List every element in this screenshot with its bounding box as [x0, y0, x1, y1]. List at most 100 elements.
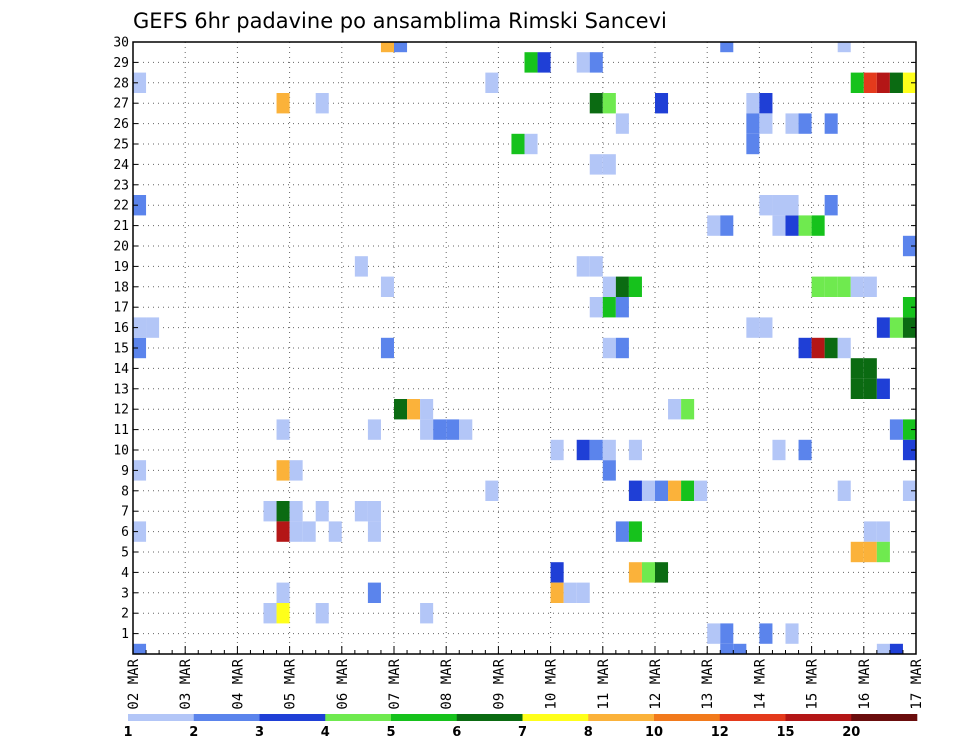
heatmap-cell [628, 521, 642, 542]
legend-label: 10 [645, 725, 663, 740]
heatmap-cell [798, 215, 812, 236]
y-tick-label: 20 [113, 240, 129, 255]
y-tick-label: 6 [121, 525, 129, 540]
heatmap-cell [380, 337, 394, 359]
heatmap-cell [263, 603, 277, 624]
y-tick-label: 25 [113, 138, 129, 153]
heatmap-cell [837, 42, 851, 53]
legend-swatch [654, 714, 721, 721]
heatmap-cell [772, 439, 786, 461]
heatmap-cell [902, 235, 916, 257]
x-tick-label: 13 MAR [700, 658, 716, 709]
heatmap-cell [602, 154, 616, 175]
legend-swatch [325, 714, 392, 721]
heatmap-cell [367, 582, 381, 603]
heatmap-cell [276, 419, 290, 440]
heatmap-cell [459, 419, 473, 440]
heatmap-cell [785, 113, 799, 134]
y-tick-label: 18 [113, 280, 129, 295]
heatmap-cell [863, 378, 877, 399]
heatmap-cell [785, 623, 799, 644]
heatmap-cell [576, 52, 590, 73]
heatmap-cell [380, 42, 394, 53]
heatmap-cell [133, 521, 147, 542]
y-tick-label: 27 [113, 97, 129, 112]
heatmap-cell [876, 521, 890, 542]
heatmap-cell [367, 419, 381, 440]
heatmap-cell [681, 480, 695, 501]
heatmap-cell [720, 623, 734, 644]
y-tick-label: 8 [121, 484, 129, 499]
legend-label: 6 [452, 725, 461, 740]
heatmap-cell [550, 582, 564, 603]
x-tick-label: 12 MAR [648, 658, 664, 709]
heatmap-cells [133, 42, 916, 654]
heatmap-cell [863, 358, 877, 379]
heatmap-cell [315, 93, 329, 114]
heatmap-cell [772, 215, 786, 236]
heatmap-cell [367, 521, 381, 542]
y-tick-label: 1 [121, 627, 129, 642]
heatmap-cell [589, 154, 603, 175]
heatmap-cell [133, 72, 147, 93]
heatmap-cell [407, 399, 421, 420]
heatmap-cell [420, 399, 434, 420]
heatmap-cell [367, 501, 381, 522]
x-tick-label: 08 MAR [439, 658, 455, 709]
legend-swatch [128, 714, 195, 721]
heatmap-cell [315, 603, 329, 624]
heatmap-cell [785, 215, 799, 236]
heatmap-cell [746, 133, 760, 155]
y-tick-label: 28 [113, 76, 129, 91]
heatmap-cell [641, 480, 655, 501]
heatmap-cell [589, 297, 603, 318]
heatmap-cell [394, 399, 408, 420]
legend-swatch [193, 714, 260, 721]
y-tick-label: 13 [113, 382, 129, 397]
legend-swatch [259, 714, 326, 721]
heatmap-cell [354, 256, 368, 277]
heatmap-cell [276, 521, 290, 542]
heatmap-cell [328, 521, 342, 542]
heatmap-cell [602, 337, 616, 359]
heatmap-cell [602, 297, 616, 318]
legend-swatch [785, 714, 852, 721]
heatmap-cell [668, 399, 682, 420]
y-tick-label: 9 [121, 464, 129, 479]
heatmap-cell [563, 582, 577, 603]
legend-swatch [588, 714, 655, 721]
heatmap-cell [837, 276, 851, 297]
heatmap-cell [655, 480, 669, 501]
y-tick-label: 10 [113, 444, 129, 459]
x-tick-label: 06 MAR [335, 658, 351, 709]
heatmap-cell [837, 480, 851, 501]
x-tick-label: 02 MAR [126, 658, 142, 709]
heatmap-cell [485, 480, 499, 501]
heatmap-cell [550, 439, 564, 461]
heatmap-cell [694, 480, 708, 501]
y-tick-label: 17 [113, 301, 129, 316]
x-tick-label: 04 MAR [230, 658, 246, 709]
heatmap-cell [824, 113, 838, 134]
heatmap-cell [289, 521, 303, 542]
heatmap-cell [354, 501, 368, 522]
heatmap-cell [589, 439, 603, 461]
x-tick-label: 11 MAR [596, 658, 612, 709]
heatmap-cell [902, 297, 916, 318]
heatmap-cell [133, 195, 147, 216]
heatmap-cell [759, 195, 773, 216]
heatmap-cell [876, 643, 890, 654]
heatmap-cell [276, 93, 290, 114]
x-tick-label: 10 MAR [544, 658, 560, 709]
heatmap-cell [811, 276, 825, 297]
heatmap-cell [302, 521, 316, 542]
heatmap-cell [602, 276, 616, 297]
heatmap-cell [811, 215, 825, 236]
legend-label: 5 [386, 725, 395, 740]
heatmap-cell [772, 195, 786, 216]
heatmap-cell [602, 93, 616, 114]
heatmap-cell [655, 562, 669, 583]
heatmap-cell [824, 337, 838, 359]
heatmap-cell [615, 113, 629, 134]
